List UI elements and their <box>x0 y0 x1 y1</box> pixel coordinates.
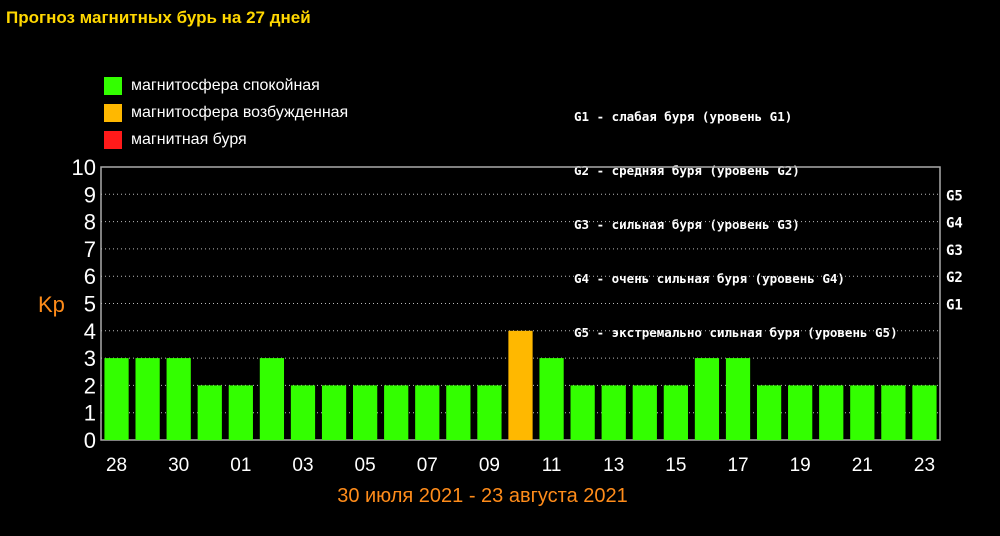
bar-19 <box>788 385 813 440</box>
y-tick-label: 8 <box>84 210 96 235</box>
bar-29 <box>135 358 160 440</box>
x-tick-label: 11 <box>542 455 562 476</box>
x-tick-label: 13 <box>603 455 624 476</box>
x-tick-label: 09 <box>479 455 500 476</box>
y-tick-label: 4 <box>84 319 96 344</box>
x-axis-label: 30 июля 2021 - 23 августа 2021 <box>337 485 628 507</box>
legend-item-storm: магнитная буря <box>104 126 348 153</box>
bar-08 <box>446 385 471 440</box>
bar-02 <box>259 358 285 440</box>
bar-10 <box>508 330 533 440</box>
y-axis-label: Kp <box>38 292 65 317</box>
bar-01 <box>228 385 253 440</box>
bar-21 <box>850 385 875 440</box>
y-tick-label: 5 <box>84 292 96 317</box>
y-tick-label: 3 <box>84 346 96 371</box>
y-tick-label: 1 <box>84 401 96 426</box>
x-tick-label: 19 <box>790 455 811 476</box>
x-tick-label: 21 <box>852 455 873 476</box>
legend-label-calm: магнитосфера спокойная <box>131 76 320 94</box>
storm-level-g3: G3 - сильная буря (уровень G3) <box>574 217 800 232</box>
x-tick-label: 28 <box>106 455 127 476</box>
right-axis-label: G2 <box>946 270 963 286</box>
bar-18 <box>756 385 782 440</box>
bar-30 <box>166 358 191 440</box>
y-tick-label: 0 <box>84 428 96 453</box>
storm-level-g4: G4 - очень сильная буря (уровень G4) <box>574 271 845 286</box>
legend-swatch-storm <box>104 130 122 149</box>
y-tick-label: 10 <box>72 155 96 180</box>
x-tick-label: 30 <box>168 455 189 476</box>
legend: магнитосфера спокойная магнитосфера возб… <box>104 72 348 153</box>
x-tick-label: 23 <box>914 455 935 476</box>
right-axis-label: G4 <box>946 216 963 232</box>
bar-03 <box>290 385 316 440</box>
storm-level-g1: G1 - слабая буря (уровень G1) <box>574 109 793 124</box>
y-tick-label: 7 <box>84 237 96 262</box>
bar-07 <box>415 385 440 440</box>
right-axis-label: G3 <box>946 243 963 259</box>
bar-14 <box>632 385 657 440</box>
bar-15 <box>663 385 688 440</box>
legend-item-excited: магнитосфера возбужденная <box>104 99 348 126</box>
x-tick-label: 05 <box>355 455 376 476</box>
bar-04 <box>321 385 347 440</box>
bar-17 <box>725 358 751 440</box>
legend-item-calm: магнитосфера спокойная <box>104 72 348 99</box>
bar-22 <box>881 385 906 440</box>
x-tick-label: 07 <box>417 455 438 476</box>
bar-13 <box>601 385 626 440</box>
x-tick-label: 03 <box>292 455 313 476</box>
bar-16 <box>694 358 720 440</box>
bar-05 <box>353 385 378 440</box>
bar-06 <box>384 385 409 440</box>
bar-31 <box>197 385 222 440</box>
page-title: Прогноз магнитных бурь на 27 дней <box>6 8 311 27</box>
legend-swatch-excited <box>104 103 122 122</box>
legend-label-storm: магнитная буря <box>131 130 247 148</box>
bar-11 <box>539 358 564 440</box>
right-axis-label: G5 <box>946 188 963 204</box>
legend-label-excited: магнитосфера возбужденная <box>131 103 349 121</box>
y-tick-label: 2 <box>84 373 96 398</box>
y-tick-label: 6 <box>84 264 96 289</box>
legend-swatch-calm <box>104 76 122 95</box>
bar-09 <box>477 385 502 440</box>
x-tick-label: 01 <box>230 455 251 476</box>
bar-12 <box>570 385 595 440</box>
bar-20 <box>819 385 844 440</box>
x-tick-label: 17 <box>727 455 748 476</box>
bar-23 <box>912 385 937 440</box>
x-tick-label: 15 <box>665 455 686 476</box>
storm-level-g5: G5 - экстремально сильная буря (уровень … <box>574 325 898 340</box>
bar-28 <box>104 358 129 440</box>
right-axis-label: G1 <box>946 298 963 314</box>
y-tick-label: 9 <box>84 182 96 207</box>
